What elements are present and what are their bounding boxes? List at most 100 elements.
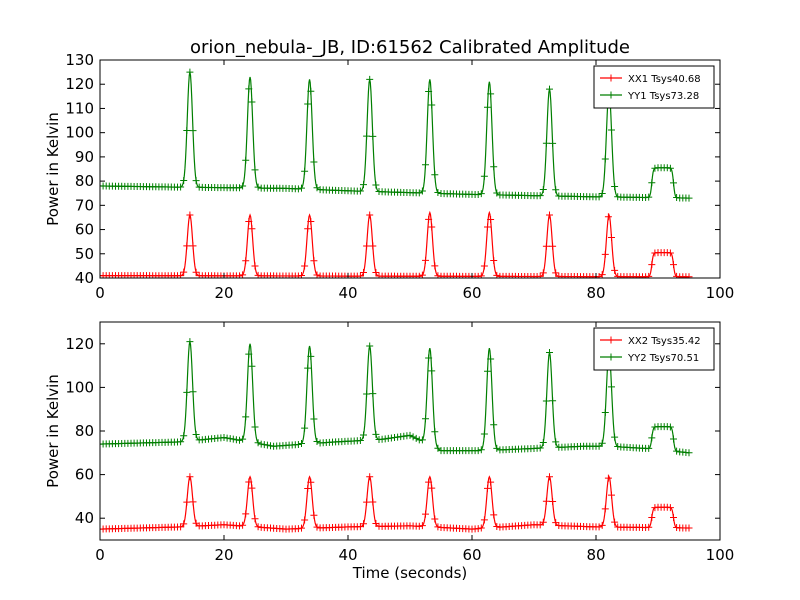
x-tick-label: 80 [586, 546, 605, 564]
data-point [267, 442, 274, 450]
data-point [248, 484, 256, 492]
data-point [356, 436, 364, 444]
top-y-axis-label: Power in Kelvin [44, 112, 62, 226]
y-tick-label: 80 [75, 422, 94, 440]
data-point [614, 442, 622, 450]
bottom-ticks: 0 20 40 60 80 100 40 60 80 100 120 [65, 322, 734, 564]
data-point [189, 388, 197, 396]
data-point [304, 100, 312, 108]
data-point [542, 242, 550, 250]
data-point [670, 261, 677, 269]
data-point [366, 75, 374, 83]
data-point [428, 367, 436, 375]
y-tick-label: 110 [65, 99, 94, 117]
data-point [685, 194, 693, 202]
data-point [192, 431, 200, 439]
data-point [251, 166, 259, 174]
data-point [536, 444, 544, 452]
x-tick-label: 100 [706, 284, 735, 302]
bottom-y-axis-label: Power in Kelvin [44, 374, 62, 488]
data-point [301, 262, 309, 270]
data-point [251, 515, 259, 523]
data-point [236, 272, 243, 278]
data-point [254, 183, 262, 191]
data-point [236, 184, 243, 192]
data-point [372, 181, 380, 189]
data-point [611, 518, 619, 526]
data-point [542, 139, 550, 147]
data-point [310, 158, 318, 166]
data-point [254, 439, 262, 447]
data-point [415, 189, 423, 197]
data-point [242, 257, 250, 265]
data-point [189, 498, 197, 506]
data-point [177, 438, 185, 446]
y-tick-label: 80 [75, 172, 94, 190]
data-point [490, 163, 498, 171]
data-point [480, 262, 488, 270]
data-point [685, 449, 693, 457]
data-point [310, 257, 318, 265]
data-point [546, 211, 553, 219]
legend-label: XX1 Tsys40.68 [628, 74, 701, 85]
data-point [670, 435, 677, 443]
data-point [369, 242, 377, 250]
data-point [418, 436, 426, 444]
x-tick-label: 20 [214, 546, 233, 564]
data-point [425, 88, 433, 96]
data-point [248, 98, 256, 106]
x-tick-label: 0 [95, 546, 105, 564]
data-point [189, 242, 197, 250]
data-point [490, 256, 498, 264]
y-tick-label: 60 [75, 221, 94, 239]
data-point [186, 338, 194, 346]
data-point [180, 520, 188, 528]
data-point [251, 423, 259, 431]
data-point [431, 262, 439, 270]
data-point [539, 186, 547, 194]
data-point [304, 225, 312, 233]
data-point [239, 182, 247, 190]
data-point [180, 432, 188, 440]
data-point [260, 441, 268, 449]
data-point [356, 187, 364, 195]
data-point [422, 161, 429, 169]
data-point [546, 85, 553, 93]
data-point [490, 511, 498, 519]
data-point [369, 498, 377, 506]
data-point [493, 444, 501, 452]
data-point [549, 397, 557, 405]
data-point [552, 519, 560, 527]
data-point [434, 188, 442, 196]
data-point [428, 101, 436, 109]
data-point [366, 211, 374, 219]
y-tick-label: 120 [65, 75, 94, 93]
legend-label: YY1 Tsys73.28 [627, 91, 699, 102]
data-point [263, 441, 271, 449]
data-point [434, 523, 442, 531]
data-point [189, 127, 197, 135]
data-point [307, 352, 315, 360]
x-tick-label: 20 [214, 284, 233, 302]
data-point [229, 435, 237, 443]
data-point [363, 390, 371, 398]
data-point [239, 435, 247, 443]
data-point [549, 139, 557, 147]
data-point [406, 431, 414, 439]
data-point [422, 415, 429, 423]
data-point [307, 87, 315, 95]
y-tick-label: 70 [75, 196, 94, 214]
data-point [186, 211, 194, 219]
data-point [648, 261, 656, 269]
legend-label: XX2 Tsys35.42 [628, 336, 701, 347]
data-point [177, 183, 185, 191]
data-point [648, 179, 656, 187]
y-tick-label: 40 [75, 269, 94, 287]
data-point [236, 436, 243, 444]
data-point [363, 498, 371, 506]
data-point [539, 269, 547, 277]
data-point [360, 431, 367, 439]
data-point [484, 484, 491, 492]
data-point [645, 193, 653, 201]
data-point [192, 177, 200, 185]
